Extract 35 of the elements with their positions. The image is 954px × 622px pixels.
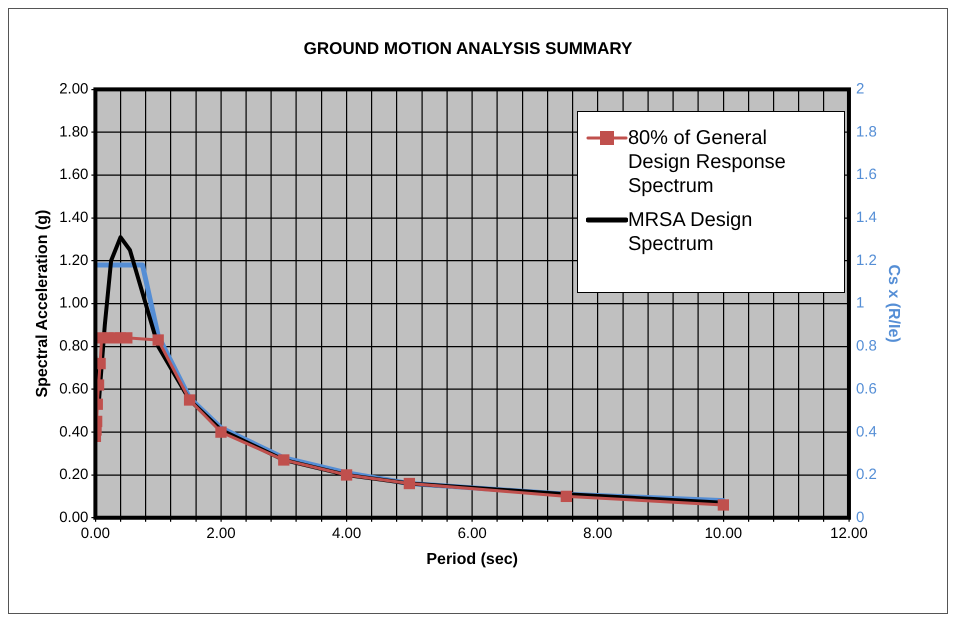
y-tick-label: 0.40	[59, 423, 88, 440]
y-tick-label: 0.20	[59, 466, 88, 484]
y-tick-label: 1.40	[59, 209, 88, 226]
x-tick-label: 4.00	[332, 524, 362, 542]
y2-tick-label: 0	[856, 508, 864, 526]
y2-axis-title: Cs x (R/Ie)	[884, 264, 902, 343]
y-tick-label: 0.60	[59, 380, 88, 398]
y2-tick-label: 0.2	[856, 466, 877, 484]
legend-label: 80% of General Design Response Spectrum	[628, 126, 787, 198]
legend-label: MRSA Design Spectrum	[628, 208, 754, 256]
x-tick-label: 6.00	[458, 524, 487, 542]
y2-tick-label: 0.6	[856, 380, 877, 398]
x-tick-label: 10.00	[704, 524, 742, 542]
y-tick-label: 1.80	[59, 123, 88, 140]
y2-tick-label: 2	[856, 80, 864, 98]
y-axis-title: Spectral Acceleration (g)	[34, 210, 52, 398]
y2-tick-label: 1.4	[856, 209, 877, 226]
y-tick-label: 1.00	[59, 294, 88, 312]
y-tick-label: 1.60	[59, 166, 88, 184]
y-tick-label: 1.20	[59, 252, 88, 269]
x-axis-title: Period (sec)	[426, 550, 518, 568]
y2-tick-label: 1	[856, 294, 864, 312]
x-tick-label: 0.00	[80, 524, 110, 542]
y-tick-label: 0.80	[59, 338, 88, 355]
chart-title: GROUND MOTION ANALYSIS SUMMARY	[304, 38, 633, 58]
x-tick-label: 8.00	[583, 524, 612, 542]
y-tick-label: 2.00	[59, 80, 88, 98]
y2-tick-label: 1.6	[856, 166, 877, 184]
y2-tick-label: 1.8	[856, 123, 877, 140]
y2-tick-label: 0.4	[856, 423, 877, 440]
y2-tick-label: 1.2	[856, 252, 877, 269]
x-tick-label: 12.00	[830, 524, 868, 542]
y2-tick-label: 0.8	[856, 338, 877, 355]
y-tick-label: 0.00	[59, 508, 88, 526]
x-tick-label: 2.00	[206, 524, 236, 542]
